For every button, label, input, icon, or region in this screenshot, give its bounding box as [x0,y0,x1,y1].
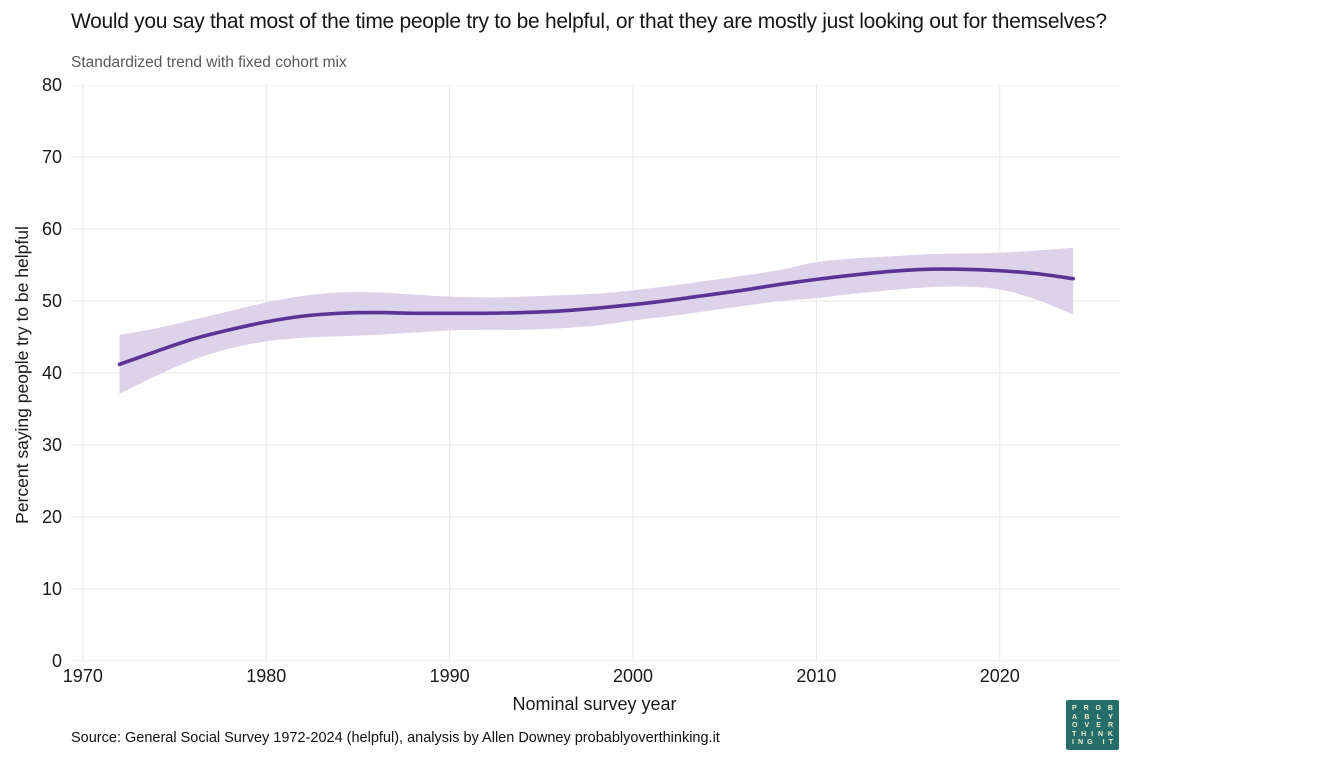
y-tick-label: 40 [41,363,62,383]
logo-letter: P [1072,705,1077,712]
plot-svg [70,85,1119,661]
confidence-band [119,247,1074,394]
source-note: Source: General Social Survey 1972-2024 … [71,730,720,746]
logo-letter: A [1072,713,1078,721]
y-tick-label: 70 [41,147,62,167]
y-tick-label: 60 [41,219,62,239]
logo-letter: G [1087,739,1093,747]
logo-letter: Y [1108,713,1113,721]
logo-letter: I [1102,739,1105,747]
logo-letter: R [1083,705,1089,712]
chart-subtitle: Standardized trend with fixed cohort mix [71,54,347,71]
logo-letter: H [1081,730,1087,738]
logo-letter: R [1107,722,1113,730]
logo-letter: E [1096,722,1101,730]
logo-letter: O [1095,705,1101,712]
logo-letter: T [1108,739,1113,747]
logo-letter: I [1072,739,1074,747]
logo-letter: N [1078,739,1084,747]
y-tick-label: 0 [51,651,62,671]
logo-letter: N [1097,730,1104,738]
logo-letter: B [1084,713,1090,721]
y-tick-label: 10 [41,579,62,599]
logo-letter: O [1072,722,1078,730]
x-tick-label: 1980 [246,666,287,686]
x-tick-label: 2010 [796,666,837,686]
x-tick-label: 2000 [612,666,654,686]
y-tick-label: 30 [41,435,62,455]
chart-title: Would you say that most of the time peop… [71,10,1107,33]
logo-letter: T [1072,730,1077,738]
logo-letter: V [1084,722,1090,730]
logo-letter: L [1096,713,1101,721]
logo-letter [1097,739,1099,748]
x-tick-label: 1970 [62,666,103,686]
x-tick-label: 1990 [429,666,470,686]
x-tick-label: 2020 [979,666,1020,686]
trend-line [117,267,1075,367]
logo-letter: I [1091,730,1094,738]
y-tick-label: 80 [41,75,62,95]
y-tick-label: 20 [41,507,62,527]
plot-area [70,85,1119,661]
x-axis-label: Nominal survey year [512,694,677,714]
y-tick-label: 50 [41,291,62,311]
logo-letter: B [1107,705,1113,712]
logo-letter: K [1107,730,1113,738]
